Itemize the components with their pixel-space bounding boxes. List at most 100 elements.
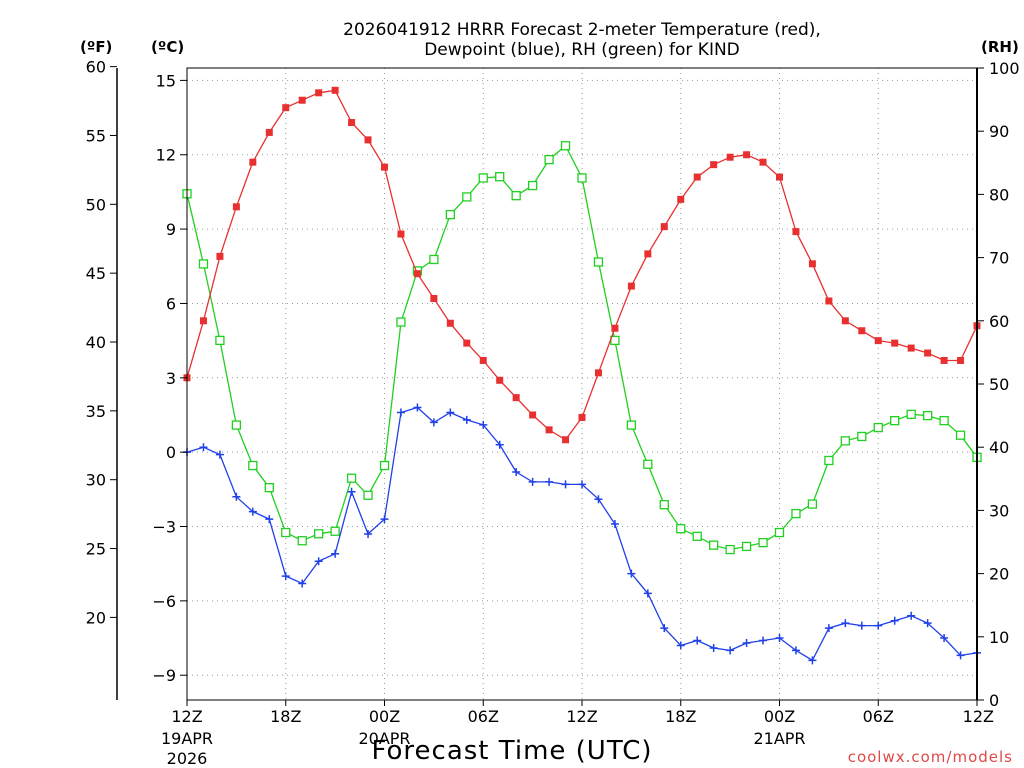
dewpoint-point bbox=[693, 636, 702, 645]
rh-point bbox=[379, 460, 390, 471]
dewpoint-point bbox=[232, 492, 241, 501]
2-meter-temperature-point bbox=[743, 151, 751, 159]
rh-tick-label: 10 bbox=[989, 628, 1009, 647]
dewpoint-point bbox=[808, 656, 817, 665]
fahrenheit-tick-label: 25 bbox=[86, 540, 106, 559]
rh-tick-label: 90 bbox=[989, 122, 1009, 141]
celsius-tick-label: 15 bbox=[156, 71, 176, 90]
dewpoint-point bbox=[940, 634, 949, 643]
fahrenheit-tick-label: 45 bbox=[86, 264, 106, 283]
x-tick-label: 06Z bbox=[863, 707, 894, 726]
rh-point bbox=[231, 420, 242, 430]
rh-point bbox=[330, 526, 340, 536]
dewpoint-point bbox=[314, 557, 323, 566]
dewpoint-point bbox=[462, 415, 471, 424]
rh-point bbox=[281, 527, 291, 538]
2-meter-temperature-point bbox=[924, 349, 932, 357]
rh-point bbox=[346, 473, 357, 483]
celsius-tick-label: −9 bbox=[152, 666, 176, 685]
dewpoint-point bbox=[512, 467, 521, 476]
2-meter-temperature-point bbox=[496, 376, 504, 384]
dewpoint-point bbox=[578, 480, 586, 489]
dewpoint-point bbox=[676, 641, 685, 650]
rh-point bbox=[791, 508, 801, 519]
tick-labels: 15129630−3−6−960555045403530252010090807… bbox=[86, 58, 1020, 768]
dewpoint-point bbox=[479, 420, 488, 429]
credit-label: coolwx.com/models bbox=[848, 748, 1013, 766]
x-tick-label: 12Z bbox=[171, 707, 202, 726]
dewpoint-point bbox=[824, 624, 833, 633]
rh-point bbox=[363, 490, 373, 500]
rh-point bbox=[297, 536, 307, 546]
2-meter-temperature-series bbox=[183, 86, 981, 444]
2-meter-temperature-point bbox=[216, 252, 224, 260]
2-meter-temperature-point bbox=[446, 319, 454, 327]
2-meter-temperature-point bbox=[463, 339, 471, 347]
rh-point bbox=[544, 154, 554, 165]
2-meter-temperature-point bbox=[792, 228, 800, 236]
dewpoint-point bbox=[347, 487, 356, 496]
celsius-tick-label: 0 bbox=[166, 443, 176, 462]
rh-point bbox=[692, 531, 702, 541]
dewpoint-point bbox=[791, 646, 800, 655]
rh-series bbox=[182, 141, 982, 555]
x-tick-label: 18Z bbox=[665, 707, 696, 726]
rh-point bbox=[709, 540, 719, 550]
2-meter-temperature-point bbox=[776, 173, 783, 181]
rh-point bbox=[198, 259, 209, 269]
rh-point bbox=[429, 254, 439, 265]
fahrenheit-tick-label: 20 bbox=[86, 608, 106, 627]
2-meter-temperature-point bbox=[512, 394, 520, 402]
dewpoint-point bbox=[726, 646, 735, 655]
dewpoint-point bbox=[446, 408, 455, 417]
2-meter-temperature-point bbox=[858, 327, 866, 335]
dewpoint-point bbox=[396, 408, 405, 417]
rh-point bbox=[264, 482, 274, 493]
rh-point bbox=[527, 180, 538, 191]
fahrenheit-unit-label: (ºF) bbox=[80, 38, 112, 56]
2-meter-temperature-point bbox=[644, 250, 652, 258]
dewpoint-point bbox=[709, 643, 718, 652]
rh-unit-label: (RH) bbox=[981, 38, 1019, 56]
rh-point bbox=[906, 409, 916, 419]
dewpoint-point bbox=[759, 636, 768, 645]
2-meter-temperature-point bbox=[545, 426, 553, 434]
dewpoint-point bbox=[265, 515, 274, 524]
2-meter-temperature-point bbox=[841, 317, 849, 325]
rh-point bbox=[857, 431, 867, 442]
x-tick-label: 12Z bbox=[963, 707, 994, 726]
dewpoint-point bbox=[364, 529, 373, 538]
rh-point bbox=[873, 422, 883, 433]
2-meter-temperature-point bbox=[282, 104, 290, 112]
2-meter-temperature-point bbox=[562, 436, 570, 444]
x-axis-label: Forecast Time (UTC) bbox=[371, 736, 652, 766]
2-meter-temperature-point bbox=[726, 153, 734, 161]
rh-tick-label: 20 bbox=[989, 565, 1009, 584]
celsius-tick-label: 3 bbox=[166, 369, 176, 388]
dewpoint-point bbox=[199, 443, 208, 452]
rh-point bbox=[890, 416, 900, 426]
rh-point bbox=[774, 527, 785, 538]
2-meter-temperature-point bbox=[957, 356, 965, 364]
dewpoint-point bbox=[841, 619, 850, 628]
rh-point bbox=[824, 455, 834, 466]
rh-tick-label: 70 bbox=[989, 249, 1009, 268]
2-meter-temperature-point bbox=[874, 337, 882, 345]
celsius-tick-label: 9 bbox=[166, 220, 176, 239]
x-tick-label: 06Z bbox=[468, 707, 499, 726]
2-meter-temperature-point bbox=[430, 294, 438, 302]
dewpoint-point bbox=[413, 403, 422, 412]
dewpoint-point bbox=[742, 638, 751, 647]
dewpoint-point bbox=[907, 611, 916, 620]
rh-point bbox=[922, 410, 933, 421]
2-meter-temperature-point bbox=[413, 270, 421, 278]
rh-point bbox=[593, 257, 604, 267]
fahrenheit-tick-label: 40 bbox=[86, 333, 106, 352]
2-meter-temperature-point bbox=[232, 203, 240, 211]
rh-point bbox=[577, 173, 587, 183]
rh-point bbox=[725, 544, 735, 555]
dewpoint-point bbox=[857, 621, 866, 630]
rh-point bbox=[676, 524, 686, 534]
dewpoint-point bbox=[643, 589, 652, 598]
